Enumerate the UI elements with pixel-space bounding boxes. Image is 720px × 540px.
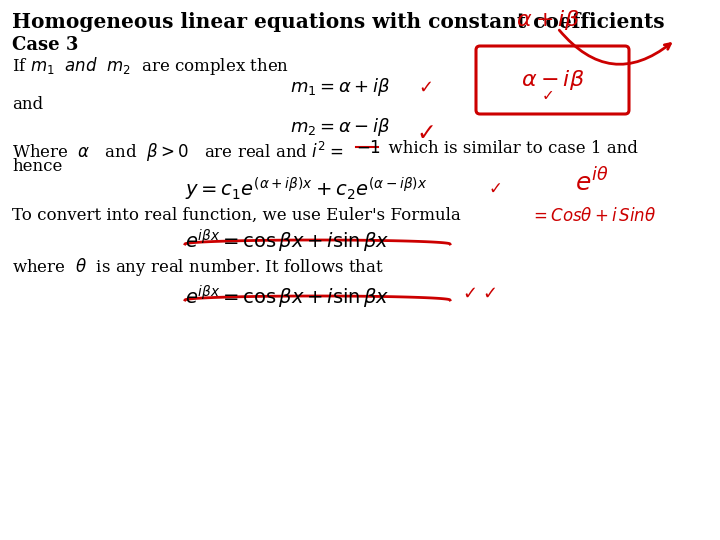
Text: $m_2 = \alpha - i\beta$: $m_2 = \alpha - i\beta$ <box>290 116 390 138</box>
Text: $\checkmark$: $\checkmark$ <box>482 284 496 302</box>
Text: $\alpha + i\beta$: $\alpha + i\beta$ <box>516 8 580 32</box>
Text: $\checkmark$: $\checkmark$ <box>541 88 554 102</box>
Text: $y = c_1 e^{(\alpha+i\beta)x} + c_2 e^{(\alpha-i\beta)x}$: $y = c_1 e^{(\alpha+i\beta)x} + c_2 e^{(… <box>185 176 427 203</box>
Text: where  $\theta$  is any real number. It follows that: where $\theta$ is any real number. It fo… <box>12 256 384 278</box>
Text: $m_1 = \alpha + i\beta$: $m_1 = \alpha + i\beta$ <box>290 76 390 98</box>
Text: $\checkmark$: $\checkmark$ <box>462 284 476 302</box>
Text: and: and <box>12 96 43 113</box>
Text: $= \mathit{Cos\theta + i\,Sin\theta}$: $= \mathit{Cos\theta + i\,Sin\theta}$ <box>530 207 657 225</box>
Text: $\checkmark$: $\checkmark$ <box>418 78 432 96</box>
Text: which is similar to case 1 and: which is similar to case 1 and <box>378 140 638 157</box>
Text: $\mathit{-1}$: $\mathit{-1}$ <box>356 140 381 157</box>
Text: $\checkmark$: $\checkmark$ <box>416 119 433 143</box>
Text: $e^{i\beta x} = \cos\beta x + i\sin\beta x$: $e^{i\beta x} = \cos\beta x + i\sin\beta… <box>185 228 390 255</box>
Text: If $m_1$  $\mathit{and}$  $m_2$  are complex then: If $m_1$ $\mathit{and}$ $m_2$ are comple… <box>12 55 289 77</box>
Text: $\alpha - i\beta$: $\alpha - i\beta$ <box>521 68 585 92</box>
Text: hence: hence <box>12 158 63 175</box>
Text: To convert into real function, we use Euler's Formula: To convert into real function, we use Eu… <box>12 207 461 224</box>
Text: Case 3: Case 3 <box>12 36 78 54</box>
Text: Where  $\alpha$   and  $\beta > 0$   are real and $i^2 = $: Where $\alpha$ and $\beta > 0$ are real … <box>12 140 343 164</box>
Text: $\checkmark$: $\checkmark$ <box>488 180 501 197</box>
Text: $e^{i\beta x} = \cos\beta x + i\sin\beta x$: $e^{i\beta x} = \cos\beta x + i\sin\beta… <box>185 284 390 311</box>
Text: $e^{i\theta}$: $e^{i\theta}$ <box>575 168 609 197</box>
Text: Homogeneous linear equations with constant coefficients: Homogeneous linear equations with consta… <box>12 12 665 32</box>
